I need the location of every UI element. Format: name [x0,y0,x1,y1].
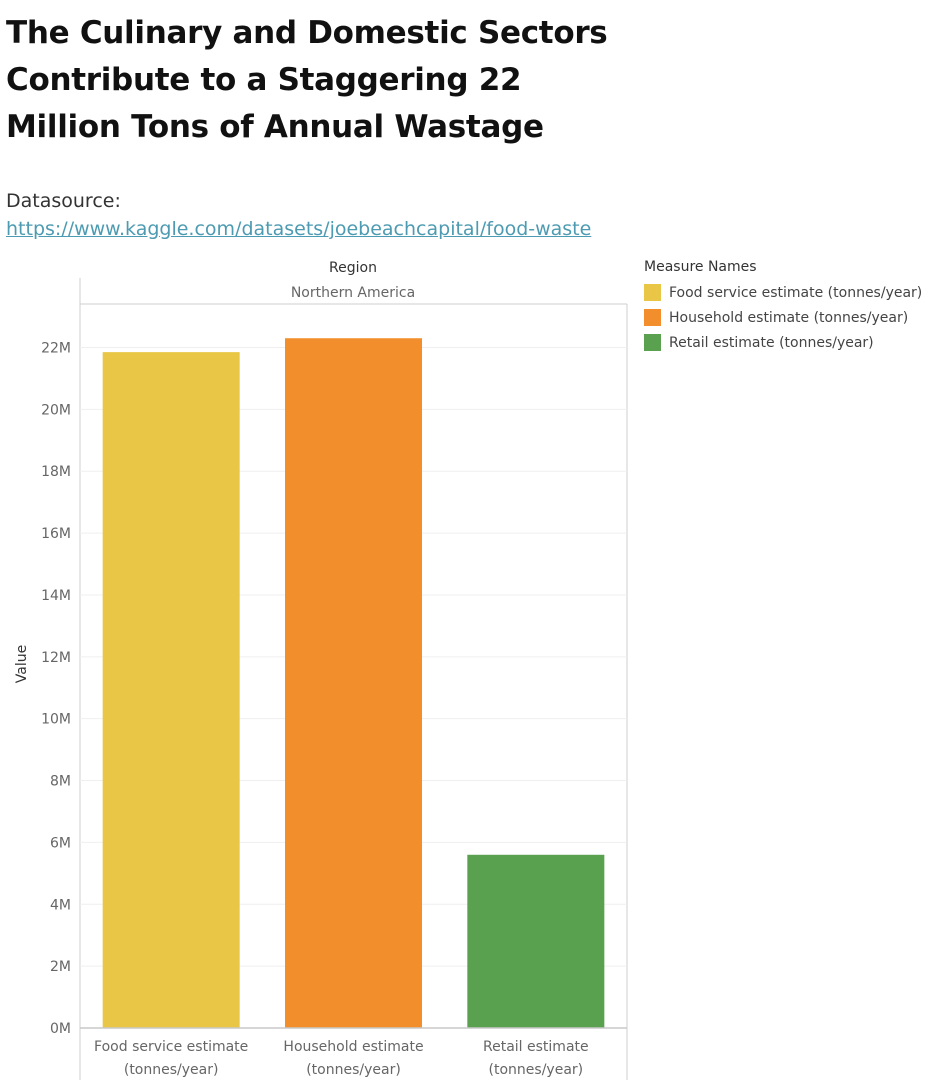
y-tick-label: 4M [50,897,71,913]
column-header: Region [329,260,377,276]
legend-label: Food service estimate (tonnes/year) [669,284,923,301]
legend-item[interactable]: Household estimate (tonnes/year) [644,305,929,330]
y-tick-label: 16M [41,526,71,542]
legend: Measure Names Food service estimate (ton… [644,259,929,355]
datasource-link[interactable]: https://www.kaggle.com/datasets/joebeach… [6,218,592,240]
y-tick-label: 10M [41,712,71,728]
y-tick-label: 12M [41,650,71,666]
bar [102,352,240,1028]
column-value: Northern America [291,285,415,301]
legend-swatch [644,334,661,351]
x-tick-label: (tonnes/year) [124,1062,219,1078]
x-tick-label: Food service estimate [94,1039,248,1055]
x-tick-label: (tonnes/year) [489,1062,584,1078]
legend-label: Retail estimate (tonnes/year) [669,334,874,351]
y-tick-label: 0M [50,1021,71,1037]
bar [285,338,422,1028]
datasource-line: Datasource: https://www.kaggle.com/datas… [6,187,606,243]
x-tick-label: (tonnes/year) [306,1062,401,1078]
legend-label: Household estimate (tonnes/year) [669,309,909,326]
y-tick-label: 14M [41,588,71,604]
y-tick-label: 2M [50,959,71,975]
chart-title: The Culinary and Domestic Sectors Contri… [6,15,608,145]
datasource-prefix: Datasource: [6,190,121,212]
y-tick-label: 8M [50,774,71,790]
y-tick-label: 6M [50,835,71,851]
legend-items: Food service estimate (tonnes/year) House… [644,280,929,355]
y-tick-label: 18M [41,464,71,480]
legend-title: Measure Names [644,259,757,275]
y-tick-label: 22M [41,341,71,357]
y-tick-label: 20M [41,402,71,418]
legend-item[interactable]: Retail estimate (tonnes/year) [644,330,929,355]
x-tick-label: Retail estimate [483,1039,589,1055]
bar-chart: Region Northern America 0M 2M 4M 6M 8M 10M 12M 14… [14,260,628,1080]
y-axis-label: Value [14,645,30,683]
bar [467,854,605,1028]
legend-swatch [644,284,661,301]
x-tick-label: Household estimate [283,1039,423,1055]
legend-item[interactable]: Food service estimate (tonnes/year) [644,280,929,305]
legend-swatch [644,309,661,326]
